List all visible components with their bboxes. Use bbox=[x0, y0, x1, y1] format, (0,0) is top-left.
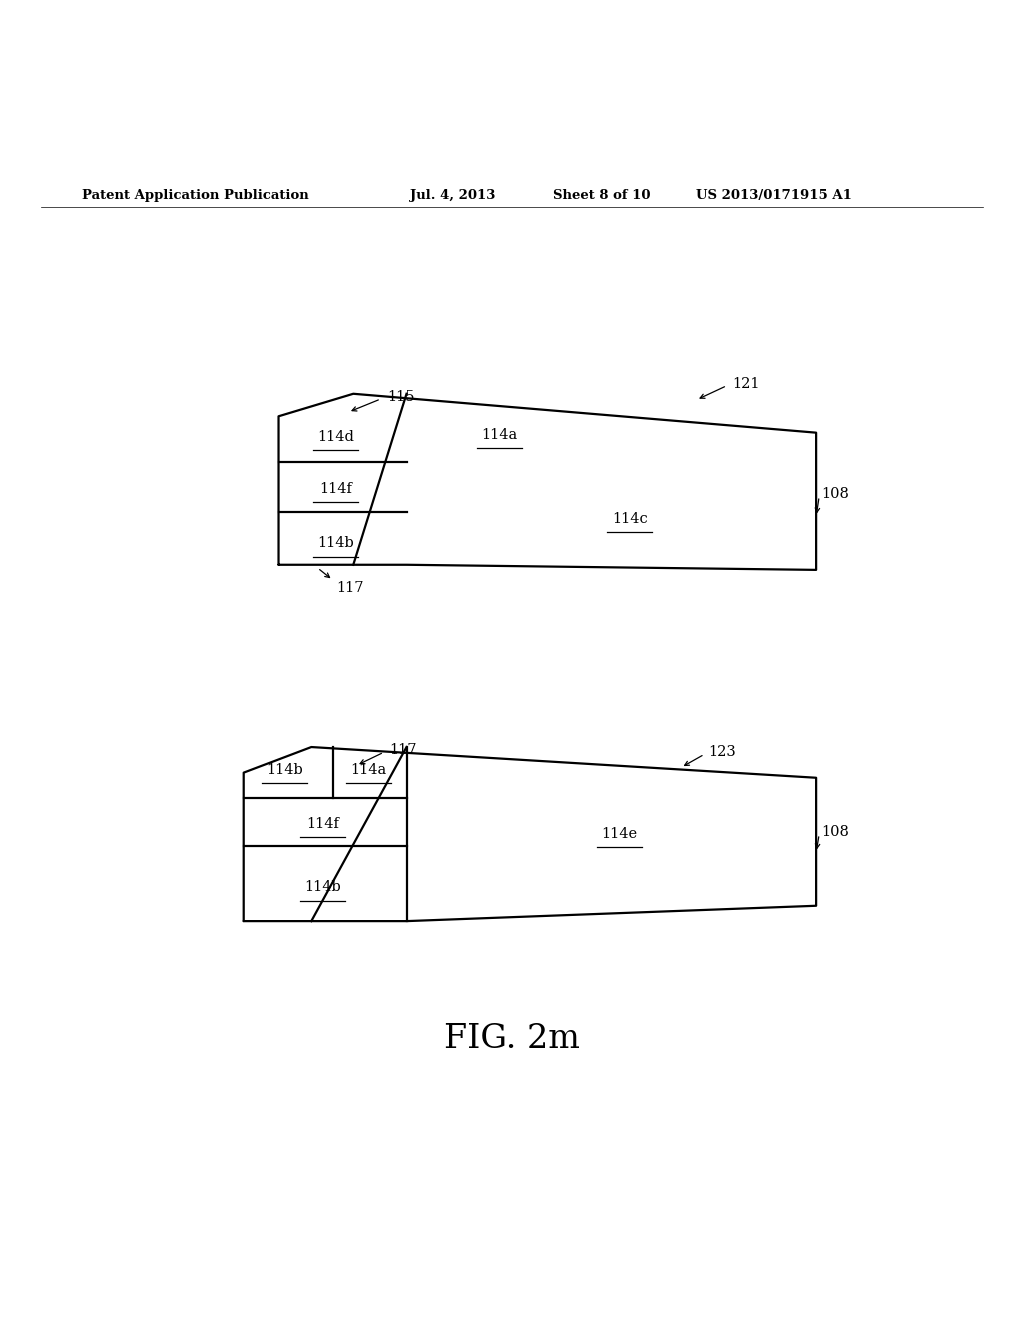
Text: 114a: 114a bbox=[481, 428, 518, 442]
Text: 114e: 114e bbox=[601, 828, 638, 841]
Text: 123: 123 bbox=[709, 746, 736, 759]
Text: Sheet 8 of 10: Sheet 8 of 10 bbox=[553, 189, 650, 202]
Text: 108: 108 bbox=[821, 487, 849, 502]
Text: Jul. 4, 2013: Jul. 4, 2013 bbox=[410, 189, 495, 202]
Text: 115: 115 bbox=[387, 389, 415, 404]
Text: 114b: 114b bbox=[317, 536, 354, 550]
Text: 114f: 114f bbox=[306, 817, 339, 830]
Text: 114d: 114d bbox=[317, 430, 354, 444]
Text: 117: 117 bbox=[389, 743, 417, 758]
Text: 114b: 114b bbox=[266, 763, 303, 776]
Text: 114a: 114a bbox=[350, 763, 387, 776]
Text: 117: 117 bbox=[336, 581, 364, 595]
Text: FIG. 2m: FIG. 2m bbox=[444, 1023, 580, 1055]
Text: 114c: 114c bbox=[612, 512, 647, 525]
Text: 108: 108 bbox=[821, 825, 849, 840]
Text: 114b: 114b bbox=[304, 880, 341, 895]
Text: 121: 121 bbox=[732, 376, 760, 391]
Text: Patent Application Publication: Patent Application Publication bbox=[82, 189, 308, 202]
Text: US 2013/0171915 A1: US 2013/0171915 A1 bbox=[696, 189, 852, 202]
Text: 114f: 114f bbox=[319, 482, 352, 496]
